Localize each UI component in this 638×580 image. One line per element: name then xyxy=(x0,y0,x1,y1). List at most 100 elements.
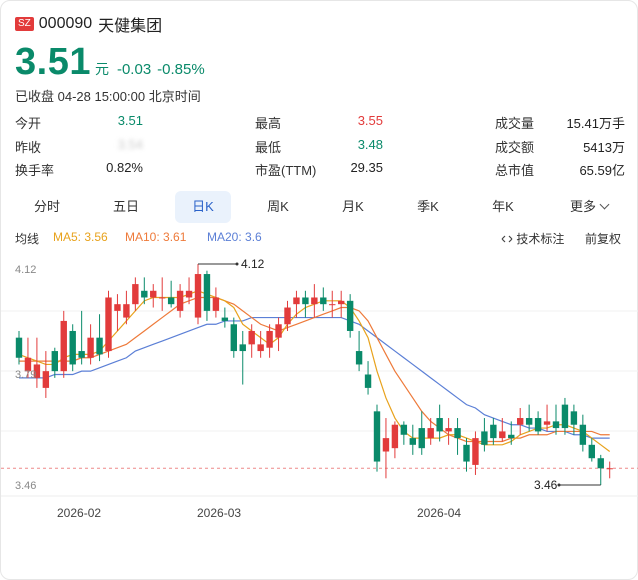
candle-body xyxy=(346,300,354,331)
candle-body xyxy=(96,337,103,355)
ma-legend: 均线 MA5: 3.56 MA10: 3.61 MA20: 3.6 技术标注 前… xyxy=(15,230,627,248)
tab-more[interactable]: 更多 xyxy=(556,191,622,223)
candles xyxy=(15,264,613,485)
candle-body xyxy=(543,421,551,425)
candle-body xyxy=(15,337,23,358)
candle xyxy=(346,294,354,338)
candle-body xyxy=(400,424,408,435)
candle xyxy=(436,404,443,442)
candle xyxy=(311,284,318,318)
candle-body xyxy=(275,324,282,338)
candle xyxy=(579,414,587,452)
tech-annotation-label: 技术标注 xyxy=(516,232,565,246)
candle-body xyxy=(436,418,443,432)
candle-body xyxy=(51,351,58,372)
tab-monthly-k[interactable]: 月K xyxy=(342,199,364,214)
candle-body xyxy=(472,438,479,465)
candle xyxy=(606,461,613,479)
tab-weekly-k[interactable]: 周K xyxy=(267,199,289,214)
low-label: 最低 xyxy=(255,140,282,155)
candle xyxy=(203,270,211,321)
candle-body xyxy=(33,364,41,378)
pe-value: 29.35 xyxy=(350,160,383,175)
candle xyxy=(42,351,50,398)
candle-body xyxy=(114,304,121,311)
candle-body xyxy=(284,307,291,325)
amount-label: 成交额 xyxy=(495,140,535,155)
candle xyxy=(141,277,148,305)
candle-body xyxy=(42,371,50,388)
tab-daily-k[interactable]: 日K xyxy=(175,191,231,223)
candle-body xyxy=(87,337,94,358)
candle xyxy=(552,404,560,435)
candle-body xyxy=(570,411,578,425)
ma10-value: MA10: 3.61 xyxy=(125,230,187,244)
stock-header: SZ 000090 天健集团 xyxy=(15,13,162,35)
candle xyxy=(114,294,121,331)
candle xyxy=(391,421,399,459)
candle xyxy=(454,418,461,455)
open-label: 今开 xyxy=(15,116,42,131)
candle xyxy=(373,404,381,472)
tab-yearly-k[interactable]: 年K xyxy=(492,199,514,214)
candle xyxy=(78,310,85,365)
candle-body xyxy=(597,458,604,469)
candle-body xyxy=(167,297,175,305)
candle xyxy=(588,438,595,462)
candle xyxy=(230,317,237,358)
candle xyxy=(382,418,390,479)
tech-annotation-toggle[interactable]: 技术标注 xyxy=(501,230,564,247)
open-value: 3.51 xyxy=(117,113,143,128)
candle-body xyxy=(391,424,399,449)
candle xyxy=(355,330,363,372)
max-price-label: 4.12 xyxy=(241,257,265,271)
candle-body xyxy=(517,418,524,425)
tab-quarterly-k[interactable]: 季K xyxy=(417,199,439,214)
candle-body xyxy=(194,274,202,318)
candle xyxy=(51,347,58,378)
candle-body xyxy=(508,434,515,439)
candle xyxy=(418,411,425,455)
candle-body xyxy=(69,330,76,365)
candle xyxy=(517,407,524,435)
candle xyxy=(400,421,408,445)
candle-body xyxy=(302,297,309,305)
candle xyxy=(105,290,112,358)
tab-five-day[interactable]: 五日 xyxy=(112,199,139,214)
candle xyxy=(15,330,23,365)
market-badge: SZ xyxy=(15,17,34,31)
candle-body xyxy=(579,424,587,445)
stats-row: 昨收 3.54 最低 3.48 成交额 5413万 xyxy=(15,137,627,157)
kline-chart[interactable]: 4.12 3.79 3.46 4.12 3.46 2026-02 2026-03… xyxy=(1,251,638,526)
market-status: 已收盘 04-28 15:00:00 北京时间 xyxy=(15,89,201,104)
volume-label: 成交量 xyxy=(495,116,535,131)
candle-body xyxy=(141,290,148,298)
price-row: 3.51 元 -0.03 -0.85% xyxy=(15,41,205,83)
candle xyxy=(69,324,76,372)
candle xyxy=(472,431,479,475)
candle xyxy=(463,438,470,472)
market-cap-label: 总市值 xyxy=(495,163,535,178)
adjust-button[interactable]: 前复权 xyxy=(585,232,622,246)
chevron-down-icon xyxy=(599,199,610,210)
candle-body xyxy=(329,304,336,306)
candle xyxy=(320,287,327,311)
candle-body xyxy=(123,304,130,318)
candle-body xyxy=(221,317,229,321)
amount-value: 5413万 xyxy=(583,140,625,155)
candle-body xyxy=(150,290,157,298)
candle-body xyxy=(159,297,166,299)
tab-intraday[interactable]: 分时 xyxy=(33,199,60,214)
ma-title: 均线 xyxy=(15,232,40,246)
candle-body xyxy=(293,297,300,305)
candle xyxy=(24,337,32,378)
candle-body xyxy=(409,438,416,445)
min-price-label: 3.46 xyxy=(534,478,558,492)
x-label-feb: 2026-02 xyxy=(57,506,101,520)
candle xyxy=(185,277,193,305)
stock-name: 天健集团 xyxy=(98,18,163,35)
y-bottom-label: 3.46 xyxy=(15,480,36,492)
candle-body xyxy=(552,421,560,429)
candle xyxy=(167,280,175,308)
candle xyxy=(159,277,166,311)
